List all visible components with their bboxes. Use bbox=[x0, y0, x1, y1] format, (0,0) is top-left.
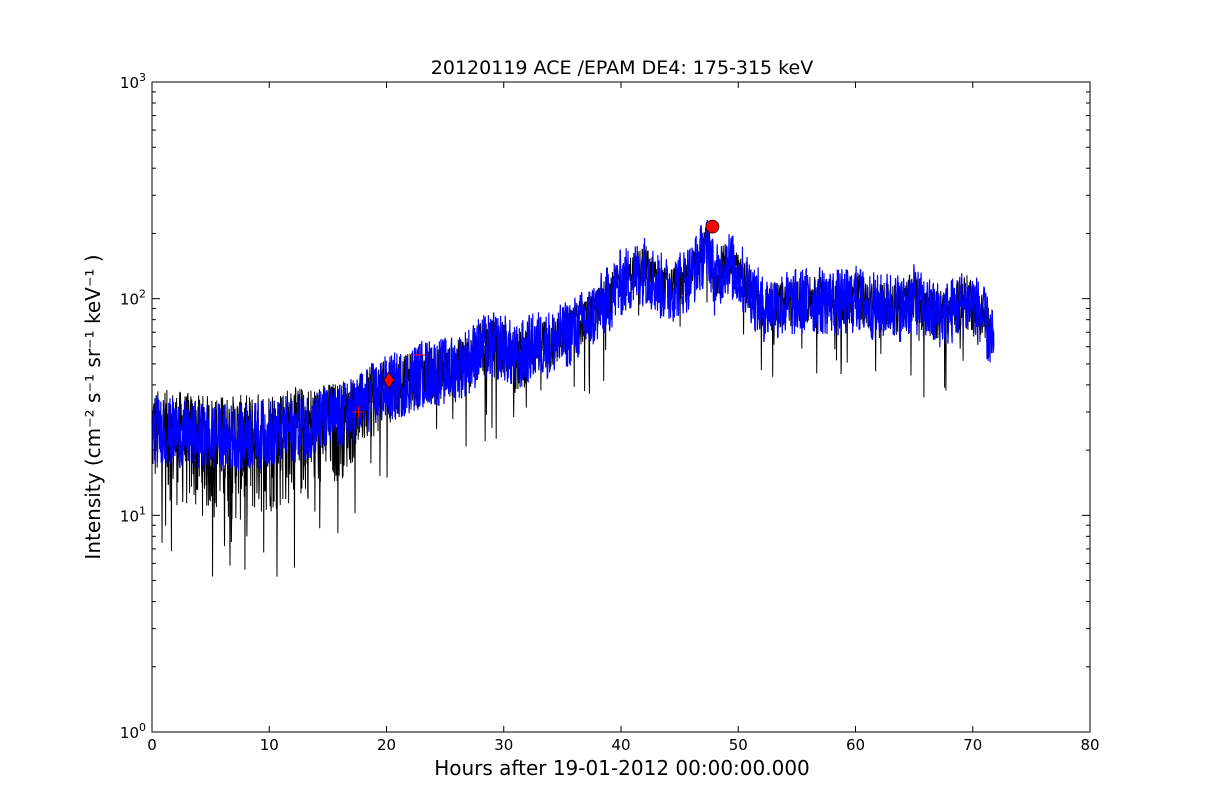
x-tick-label: 60 bbox=[846, 736, 865, 754]
plot-background bbox=[152, 82, 1090, 732]
x-tick-label: 40 bbox=[611, 736, 630, 754]
x-tick-label: 10 bbox=[260, 736, 279, 754]
onset-plus-marker-2 bbox=[413, 348, 426, 361]
y-tick-label: 100 bbox=[120, 721, 146, 742]
onset-plus-marker-1 bbox=[352, 405, 365, 418]
x-axis-label: Hours after 19-01-2012 00:00:00.000 bbox=[434, 756, 810, 780]
x-tick-label: 50 bbox=[729, 736, 748, 754]
x-tick-label: 70 bbox=[963, 736, 982, 754]
onset-diamond-marker bbox=[383, 371, 395, 389]
smoothed-intensity-series bbox=[151, 219, 995, 472]
y-tick-label: 102 bbox=[120, 288, 146, 309]
event-markers bbox=[352, 219, 720, 418]
x-tick-label: 80 bbox=[1080, 736, 1099, 754]
y-tick-labels: 100 101 102 103 bbox=[120, 71, 146, 742]
chart-title: 20120119 ACE /EPAM DE4: 175-315 keV bbox=[431, 57, 813, 79]
plot-frame bbox=[151, 81, 1091, 733]
x-tick-label: 20 bbox=[377, 736, 396, 754]
x-tick-label: 0 bbox=[147, 736, 157, 754]
smoothed-intensity-line bbox=[151, 219, 995, 472]
plot-area bbox=[151, 82, 1090, 732]
y-axis-label: Intensity (cm⁻² s⁻¹ sr⁻¹ keV⁻¹ ) bbox=[81, 254, 105, 559]
x-tick-labels: 0 10 20 30 40 50 60 70 80 bbox=[147, 736, 1099, 754]
y-tick-label: 103 bbox=[120, 71, 146, 92]
y-tick-label: 101 bbox=[120, 504, 146, 525]
peak-circle-marker bbox=[705, 219, 720, 234]
x-tick-label: 30 bbox=[494, 736, 513, 754]
